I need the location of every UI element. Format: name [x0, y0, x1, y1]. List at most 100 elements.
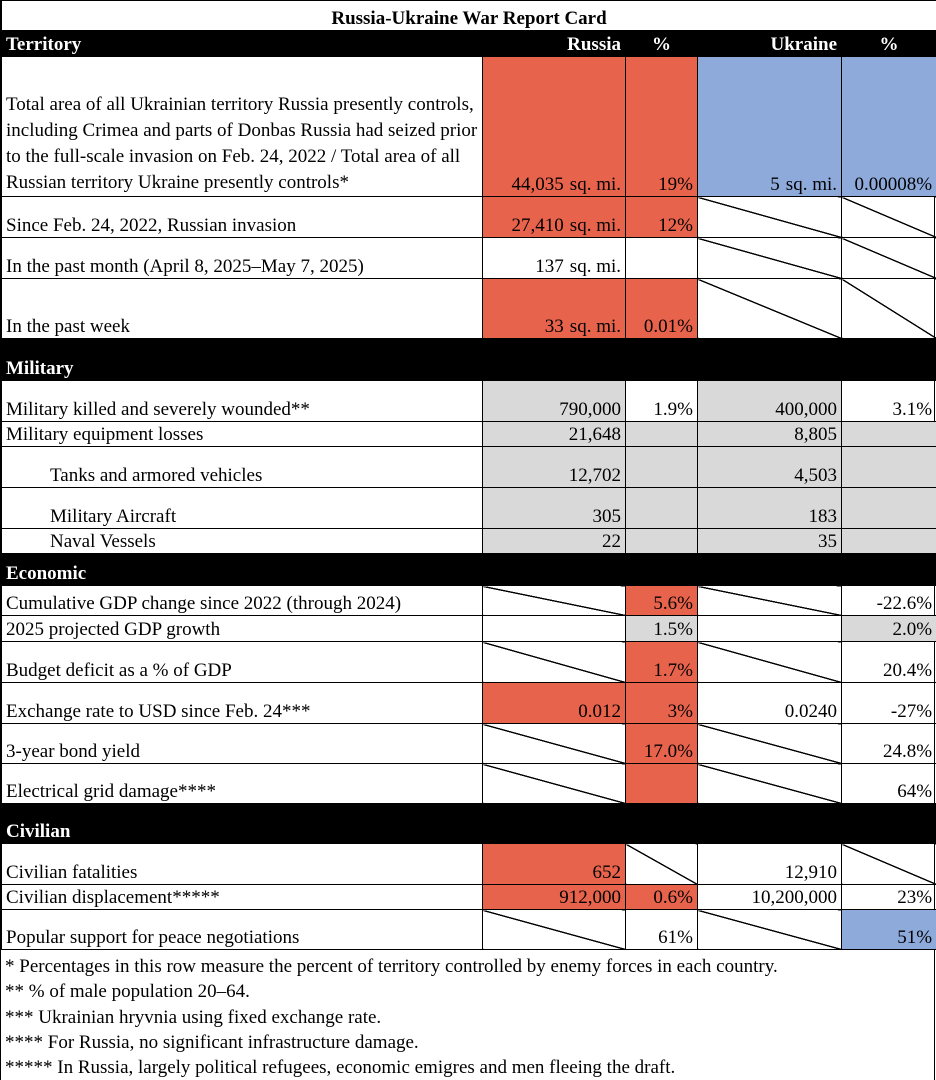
empty-cell — [625, 237, 698, 279]
russia-pct: 0.6% — [625, 884, 698, 910]
russia-pct: 17.0% — [625, 723, 698, 764]
russia-pct: 1.5% — [625, 615, 698, 642]
table-row: Military Aircraft 305 183 — [1, 487, 936, 529]
russia-value: 137 sq. mi. — [482, 237, 626, 279]
table-row: In the past month (April 8, 2025–May 7, … — [1, 237, 936, 279]
col-header-ukraine: Ukraine — [697, 30, 842, 57]
table-row: Since Feb. 24, 2022, Russian invasion 27… — [1, 196, 936, 238]
russia-pct: 0.01% — [625, 278, 698, 339]
col-header-ukraine-pct: % — [840, 30, 936, 57]
ukraine-value: 10,200,000 — [697, 884, 842, 910]
section-title: Economic — [0, 553, 936, 586]
russia-pct: 19% — [625, 56, 698, 197]
ukraine-pct: 3.1% — [840, 380, 936, 422]
row-label: Military equipment losses — [1, 421, 483, 447]
ukraine-pct: 51% — [840, 909, 936, 950]
table-row: 3-year bond yield 17.0% 24.8% — [1, 723, 936, 764]
russia-pct: 61% — [625, 909, 698, 950]
russia-value: 0.012 — [482, 682, 626, 724]
not-applicable-cell — [840, 843, 936, 885]
row-label: Since Feb. 24, 2022, Russian invasion — [1, 196, 483, 238]
empty-cell — [625, 528, 698, 554]
not-applicable-cell — [697, 641, 842, 683]
not-applicable-cell — [482, 641, 626, 683]
row-label: Civilian displacement***** — [1, 884, 483, 910]
section-title: Territory — [1, 30, 483, 57]
ukraine-pct: 24.8% — [840, 723, 936, 764]
row-label: Civilian fatalities — [1, 843, 483, 885]
report-card-table: Russia-Ukraine War Report Card Territory… — [0, 0, 936, 950]
russia-pct — [625, 763, 698, 804]
col-header-russia: Russia — [482, 30, 626, 57]
empty-cell — [625, 487, 698, 529]
page-title: Russia-Ukraine War Report Card — [0, 0, 936, 31]
ukraine-pct: 64% — [840, 763, 936, 804]
row-label: 2025 projected GDP growth — [1, 615, 483, 642]
table-row: Budget deficit as a % of GDP 1.7% 20.4% — [1, 641, 936, 683]
ukraine-value: 183 — [697, 487, 842, 529]
row-label: Electrical grid damage**** — [1, 763, 483, 804]
ukraine-value: 5 sq. mi. — [697, 56, 842, 197]
col-header-russia-pct: % — [625, 30, 698, 57]
not-applicable-cell — [697, 278, 842, 339]
empty-cell — [840, 446, 936, 488]
not-applicable-cell — [482, 763, 626, 804]
row-label: Cumulative GDP change since 2022 (throug… — [1, 585, 483, 616]
row-label: In the past week — [1, 278, 483, 339]
ukraine-value: 12,910 — [697, 843, 842, 885]
ukraine-pct: 0.00008% — [840, 56, 936, 197]
row-label: Popular support for peace negotiations — [1, 909, 483, 950]
empty-cell — [840, 421, 936, 447]
section-title: Military — [0, 338, 936, 381]
ukraine-value: 35 — [697, 528, 842, 554]
not-applicable-cell — [697, 237, 842, 279]
table-row: Civilian fatalities 652 12,910 — [1, 843, 936, 885]
section-header-military: Military — [0, 338, 936, 381]
section-header-economic: Economic — [0, 553, 936, 586]
not-applicable-cell — [840, 237, 936, 279]
footnote-5: ***** In Russia, largely political refug… — [5, 1057, 676, 1078]
ukraine-pct: -27% — [840, 682, 936, 724]
russia-value: 22 — [482, 528, 626, 554]
not-applicable-cell — [697, 763, 842, 804]
empty-cell — [697, 615, 842, 642]
empty-cell — [625, 421, 698, 447]
section-title: Civilian — [0, 803, 936, 844]
table-row: Civilian displacement***** 912,000 0.6% … — [1, 884, 936, 910]
section-header-territory: Territory Russia % Ukraine % — [1, 30, 936, 57]
russia-value: 912,000 — [482, 884, 626, 910]
table-row: Military equipment losses 21,648 8,805 — [1, 421, 936, 447]
table-row: Popular support for peace negotiations 6… — [1, 909, 936, 950]
not-applicable-cell — [840, 196, 936, 238]
not-applicable-cell — [482, 585, 626, 616]
not-applicable-cell — [697, 196, 842, 238]
row-label: Budget deficit as a % of GDP — [1, 641, 483, 683]
table-row: Electrical grid damage**** 64% — [1, 763, 936, 804]
russia-value: 12,702 — [482, 446, 626, 488]
section-header-civilian: Civilian — [0, 803, 936, 844]
table-row: Naval Vessels 22 35 — [1, 528, 936, 554]
not-applicable-cell — [482, 723, 626, 764]
not-applicable-cell — [482, 909, 626, 950]
russia-value: 33 sq. mi. — [482, 278, 626, 339]
russia-pct: 3% — [625, 682, 698, 724]
footnote-1: * Percentages in this row measure the pe… — [5, 956, 778, 977]
russia-pct: 1.9% — [625, 380, 698, 422]
ukraine-pct: 2.0% — [840, 615, 936, 642]
ukraine-value: 4,503 — [697, 446, 842, 488]
empty-cell — [482, 615, 626, 642]
russia-value: 21,648 — [482, 421, 626, 447]
table-row: In the past week 33 sq. mi. 0.01% — [1, 278, 936, 339]
russia-pct: 12% — [625, 196, 698, 238]
row-label: Total area of all Ukrainian territory Ru… — [1, 56, 483, 197]
footnote-4: **** For Russia, no significant infrastr… — [5, 1032, 419, 1053]
not-applicable-cell — [625, 843, 698, 885]
row-label: Military killed and severely wounded** — [1, 380, 483, 422]
row-label: Exchange rate to USD since Feb. 24*** — [1, 682, 483, 724]
row-label: 3-year bond yield — [1, 723, 483, 764]
table-row: 2025 projected GDP growth 1.5% 2.0% — [1, 615, 936, 642]
ukraine-pct: 20.4% — [840, 641, 936, 683]
row-label: Military Aircraft — [1, 487, 483, 529]
ukraine-pct: 23% — [840, 884, 936, 910]
not-applicable-cell — [697, 909, 842, 950]
